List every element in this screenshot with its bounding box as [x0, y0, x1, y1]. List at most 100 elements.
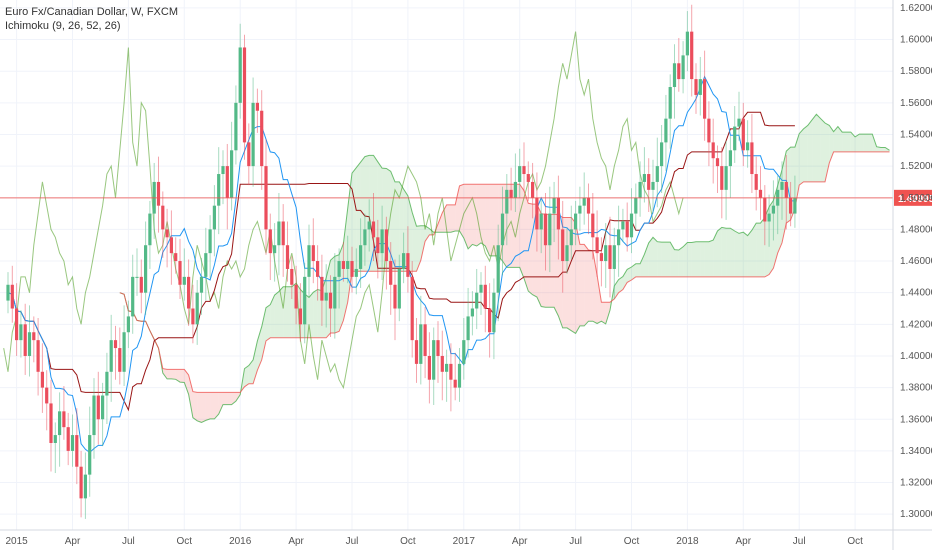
x-tick-label: Jul: [122, 536, 135, 547]
candle-body: [131, 276, 135, 317]
candle-body: [479, 284, 483, 293]
candle-body: [10, 284, 14, 309]
candle-body: [543, 213, 548, 246]
candle-body: [436, 340, 440, 356]
cloud-segment: [468, 184, 473, 249]
candle-body: [414, 340, 419, 364]
cloud-segment: [622, 269, 628, 290]
cloud-segment: [287, 286, 292, 338]
x-tick-label: Apr: [736, 536, 752, 547]
y-tick-label: 1.56000: [900, 98, 932, 109]
cloud-segment: [713, 230, 718, 277]
candle-body: [242, 47, 247, 143]
cloud-segment: [180, 369, 185, 383]
candle-body: [15, 308, 19, 341]
cloud-segment: [743, 232, 748, 277]
candle-body: [234, 102, 238, 151]
cloud-segment: [700, 241, 705, 277]
cloud-segment: [657, 241, 662, 277]
time-axis: 2015 Apr Jul Oct 2016 Apr Jul Oct 2017 Apr Jul Oct 2…: [0, 529, 932, 547]
cloud-segment: [524, 190, 529, 292]
x-tick-label: Apr: [288, 536, 304, 547]
cloud-segment: [223, 392, 228, 405]
candle-body: [212, 205, 216, 230]
cloud-segment: [167, 369, 172, 379]
candle-body: [711, 142, 715, 159]
candle-body: [346, 261, 350, 269]
x-tick-label: Jul: [346, 536, 359, 547]
candle-body: [556, 197, 560, 230]
candle-body: [578, 205, 582, 214]
x-tick-label: Jul: [569, 536, 582, 547]
candle-body: [62, 411, 66, 428]
cloud-segment: [812, 114, 817, 182]
cloud-segment: [227, 392, 232, 405]
candle-body: [70, 435, 75, 451]
cloud-segment: [846, 132, 851, 152]
cloud-segment: [876, 146, 881, 152]
candle-body: [324, 292, 328, 301]
candle-body: [492, 292, 496, 333]
cloud-segment: [782, 151, 787, 243]
x-tick-label: Apr: [65, 536, 81, 547]
cloud-segment: [330, 256, 335, 334]
candle-body: [552, 197, 556, 214]
price-axis: 1.62000 1.60000 1.58000 1.56000 1.54000 1.520…: [892, 0, 932, 550]
cloud-segment: [751, 223, 757, 277]
candle-body: [617, 229, 621, 246]
cloud-segment: [412, 212, 417, 272]
candle-body: [698, 79, 702, 95]
cloud-segment: [184, 369, 189, 395]
candle-body: [359, 245, 363, 269]
cloud-segment: [644, 242, 649, 277]
candle-body: [647, 174, 651, 190]
candle-body: [27, 332, 32, 356]
cloud-segment: [627, 266, 632, 283]
candle-body: [638, 181, 642, 198]
tenkan-sen: [7, 75, 795, 454]
cloud-segment: [678, 246, 684, 277]
candle-body: [161, 205, 165, 230]
cloud-segment: [455, 185, 460, 231]
candle-body: [298, 308, 302, 325]
candle-body: [19, 324, 23, 341]
candle-body: [6, 284, 10, 301]
candle-body: [427, 355, 431, 380]
candle-body: [612, 245, 616, 269]
candle-body: [500, 213, 505, 246]
cloud-segment: [463, 184, 469, 249]
cloud-segment: [339, 243, 344, 332]
candle-body: [217, 174, 221, 206]
cloud-segment: [799, 128, 804, 186]
y-tick-label: 1.40000: [900, 351, 932, 362]
candle-body: [668, 87, 672, 119]
x-tick-label: 2017: [453, 536, 476, 547]
cloud-segment: [459, 184, 464, 239]
candle-body: [634, 197, 638, 214]
candle-body: [410, 276, 414, 341]
candle-body: [509, 189, 513, 198]
cloud-segment: [816, 114, 821, 182]
indicator-label: Ichimoku (9, 26, 52, 26): [5, 20, 121, 32]
cloud-segment: [248, 359, 254, 384]
candle-body: [664, 118, 668, 143]
cloud-segment: [403, 189, 408, 272]
candle-body: [96, 395, 100, 420]
cloud-segment: [820, 118, 825, 182]
candle-body: [574, 213, 578, 230]
candle-body: [36, 340, 40, 372]
cloud-segment: [868, 134, 873, 152]
cloud-segment: [653, 237, 658, 277]
candle-body: [148, 213, 152, 246]
candle-body: [169, 237, 173, 254]
candle-body: [488, 308, 492, 333]
candle-body: [251, 102, 255, 167]
cloud-segment: [472, 184, 477, 247]
candle-body: [354, 268, 358, 277]
candle-body: [453, 379, 457, 388]
cloud-segment: [317, 289, 322, 338]
y-tick-label: 1.60000: [900, 35, 932, 46]
candle-body: [320, 276, 324, 301]
candle-body: [199, 276, 204, 293]
candle-body: [703, 79, 707, 119]
